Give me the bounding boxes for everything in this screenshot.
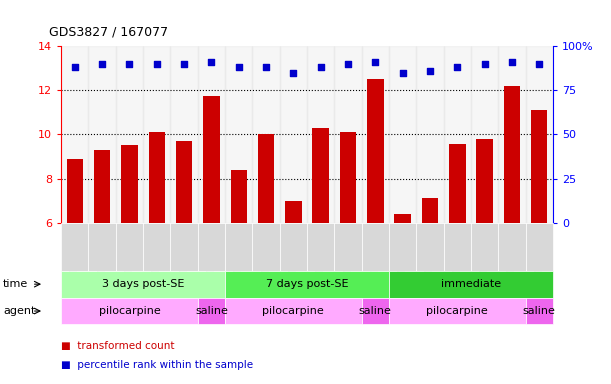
Bar <box>89 46 115 223</box>
Bar <box>477 139 493 223</box>
Point <box>152 61 162 67</box>
Text: GDS3827 / 167077: GDS3827 / 167077 <box>49 25 168 38</box>
Bar <box>61 46 89 223</box>
Text: pilocarpine: pilocarpine <box>263 306 324 316</box>
Bar <box>170 46 198 223</box>
Text: immediate: immediate <box>441 279 501 289</box>
Point <box>398 70 408 76</box>
Text: saline: saline <box>359 306 392 316</box>
Text: 7 days post-SE: 7 days post-SE <box>266 279 348 289</box>
Point <box>343 61 353 67</box>
Text: pilocarpine: pilocarpine <box>426 306 488 316</box>
Bar <box>121 146 137 223</box>
Bar <box>280 46 307 223</box>
Point <box>480 61 489 67</box>
Bar <box>312 128 329 223</box>
Bar <box>395 214 411 223</box>
Bar <box>340 132 356 223</box>
Bar <box>230 170 247 223</box>
Point <box>207 59 216 65</box>
Point <box>234 64 244 70</box>
Bar <box>503 86 520 223</box>
Point <box>316 64 326 70</box>
Bar <box>67 159 83 223</box>
Point <box>97 61 107 67</box>
Bar <box>367 79 384 223</box>
Bar <box>225 46 252 223</box>
Text: agent: agent <box>3 306 35 316</box>
Bar <box>334 46 362 223</box>
Bar <box>258 134 274 223</box>
Text: saline: saline <box>195 306 228 316</box>
Bar <box>362 46 389 223</box>
Point <box>125 61 134 67</box>
Bar <box>499 46 525 223</box>
Bar <box>422 199 438 223</box>
Point <box>370 59 380 65</box>
Text: ■  percentile rank within the sample: ■ percentile rank within the sample <box>61 360 253 370</box>
Bar <box>198 46 225 223</box>
Point <box>288 70 298 76</box>
Point <box>179 61 189 67</box>
Bar <box>285 200 302 223</box>
Text: time: time <box>3 279 28 289</box>
Text: pilocarpine: pilocarpine <box>98 306 160 316</box>
Bar <box>525 46 553 223</box>
Point <box>507 59 517 65</box>
Point <box>70 64 79 70</box>
Bar <box>203 96 219 223</box>
Bar <box>307 46 334 223</box>
Bar <box>416 46 444 223</box>
Bar <box>115 46 143 223</box>
Bar <box>252 46 280 223</box>
Bar <box>94 150 110 223</box>
Bar <box>444 46 471 223</box>
Point <box>425 68 435 74</box>
Bar <box>449 144 466 223</box>
Bar <box>389 46 416 223</box>
Bar <box>531 110 547 223</box>
Point <box>452 64 462 70</box>
Bar <box>471 46 499 223</box>
Bar <box>148 132 165 223</box>
Text: saline: saline <box>523 306 556 316</box>
Point <box>535 61 544 67</box>
Text: 3 days post-SE: 3 days post-SE <box>102 279 185 289</box>
Bar <box>143 46 170 223</box>
Point <box>261 64 271 70</box>
Text: ■  transformed count: ■ transformed count <box>61 341 175 351</box>
Bar <box>176 141 192 223</box>
